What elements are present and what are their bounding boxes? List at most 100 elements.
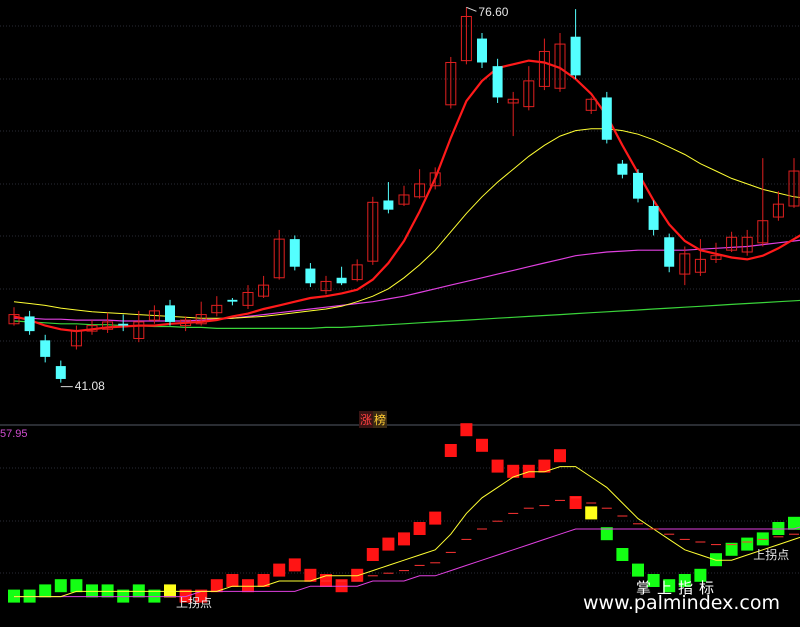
candle-body — [118, 323, 129, 326]
candle-body — [429, 172, 441, 187]
indicator-bar — [382, 537, 395, 551]
indicator-bars — [8, 423, 800, 603]
candle-body — [55, 366, 66, 379]
indicator-bar — [632, 563, 644, 577]
callout-label: 上拐点 — [753, 548, 790, 562]
watermark-title: 掌上指标 — [636, 579, 721, 597]
indicator-bar — [210, 579, 223, 593]
indicator-bar — [444, 444, 457, 457]
candle-body — [148, 310, 160, 321]
indicator-bar — [398, 532, 410, 546]
indicator-bar — [54, 579, 67, 593]
candle-body — [633, 172, 643, 199]
indicator-bar — [725, 542, 738, 556]
candle-body — [679, 253, 691, 275]
candle-body — [24, 316, 35, 332]
indicator-bar — [507, 464, 520, 478]
candle-body — [336, 277, 347, 284]
indicator-bar — [491, 459, 504, 473]
indicator-bar — [413, 522, 426, 535]
candle-body — [554, 43, 566, 89]
candle-body — [445, 61, 457, 106]
candle-body — [570, 36, 581, 76]
indicator-bar — [600, 527, 613, 541]
candle-body — [180, 319, 192, 327]
candle-body — [289, 239, 300, 267]
indicator-bar — [460, 423, 473, 437]
candle-body — [585, 98, 597, 111]
ma-line-magenta — [14, 239, 800, 322]
indicator-bar — [304, 568, 317, 582]
indicator-bar — [569, 496, 582, 509]
candle-body — [617, 163, 628, 175]
candle-body — [305, 268, 316, 284]
candle-body — [211, 304, 223, 314]
candle-body — [477, 38, 487, 63]
candle-body — [460, 15, 472, 62]
indicator-line-magenta — [14, 526, 800, 598]
candle-body — [772, 203, 784, 218]
indicator-bar — [585, 506, 598, 520]
ma-line-yellow — [13, 128, 800, 319]
indicator-bar — [288, 558, 301, 572]
badge-char-1: 涨 — [359, 411, 374, 428]
candle-body — [242, 291, 254, 306]
indicator-dashes — [321, 497, 799, 582]
indicator-bar — [476, 438, 488, 452]
candle-body — [367, 201, 379, 262]
candle-body — [414, 183, 426, 198]
indicator-bar — [257, 574, 270, 587]
extreme-markers — [60, 6, 477, 388]
candle-body — [320, 280, 332, 292]
indicator-lines — [14, 466, 800, 598]
indicator-bar — [616, 548, 629, 561]
indicator-bar — [39, 584, 52, 598]
indicator-bar — [663, 579, 676, 593]
watermark-url: www.palmindex.com — [583, 592, 781, 614]
candle-body — [70, 330, 82, 347]
candle-body — [648, 206, 659, 230]
candle-body — [165, 305, 175, 322]
ma-line-red — [13, 59, 800, 333]
candle-body — [741, 236, 753, 253]
candle-body — [351, 264, 363, 281]
indicator-bar — [788, 516, 800, 530]
indicator-bar — [538, 459, 551, 473]
indicator-bar — [647, 574, 660, 587]
candle-body — [398, 194, 410, 205]
indicator-bar — [741, 537, 754, 551]
candle-body — [538, 50, 550, 87]
candle-body — [507, 98, 519, 104]
grid-lines — [0, 25, 800, 574]
moving-average-lines — [13, 59, 800, 333]
high-price-label: 76.60 — [478, 5, 509, 20]
zhangbang-badge[interactable]: 涨榜 — [359, 411, 388, 428]
callout-label: 上拐点 — [176, 596, 213, 610]
candle-body — [227, 299, 238, 302]
badge-char-2: 榜 — [373, 411, 388, 428]
candlesticks — [8, 7, 800, 383]
ma-line-green — [13, 299, 800, 329]
candle-body — [523, 80, 535, 108]
indicator-bar — [694, 568, 707, 582]
candle-body — [601, 97, 612, 140]
candle-body — [726, 236, 738, 251]
indicator-bar — [678, 574, 691, 587]
candle-body — [273, 238, 285, 279]
candle-body — [8, 314, 20, 325]
indicator-bar — [70, 579, 83, 593]
indicator-value-label: 57.95 — [0, 428, 28, 440]
indicator-bar — [429, 511, 442, 525]
candle-body — [258, 284, 270, 297]
candle-body — [788, 170, 800, 207]
indicator-bar — [554, 449, 566, 463]
candle-body — [757, 220, 769, 244]
candle-body — [40, 340, 51, 357]
candle-body — [86, 325, 98, 332]
candle-body — [383, 200, 394, 210]
candle-body — [195, 314, 207, 325]
high-arrow — [466, 6, 477, 12]
candle-body — [133, 321, 145, 339]
indicator-line-yellow — [14, 466, 800, 598]
